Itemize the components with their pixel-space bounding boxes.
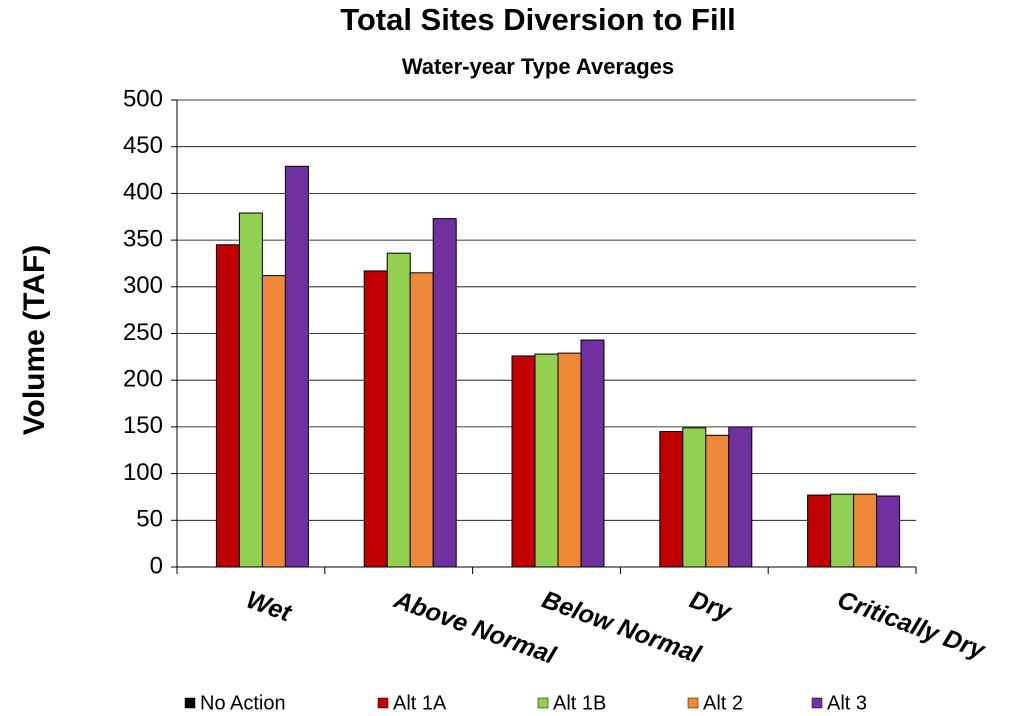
y-tick-label: 150 [123,412,163,439]
x-tick-label: Critically Dry [834,586,990,665]
bar [682,427,707,568]
bar [511,355,536,568]
bar [284,165,309,568]
legend-label: No Action [200,692,286,714]
y-tick-label: 250 [123,319,163,346]
y-axis-title: Volume (TAF) [18,245,51,436]
y-tick-label: 400 [123,179,163,206]
y-tick-label: 500 [123,85,163,112]
bar [386,252,411,568]
legend-swatch [537,697,549,709]
bar [261,275,286,568]
chart-subtitle: Water-year Type Averages [402,54,674,79]
y-tick-label: 200 [123,366,163,393]
bar [830,493,855,568]
legend-label: Alt 1A [393,692,447,714]
bar [580,339,605,568]
bar [432,218,457,568]
legend-label: Alt 1B [553,692,606,714]
bar [853,493,878,568]
bar [728,426,753,568]
bar [807,494,832,568]
legend-swatch [377,697,389,709]
legend-swatch [811,697,823,709]
bar [659,431,684,568]
bar [363,270,388,568]
y-tick-label: 450 [123,132,163,159]
x-tick-label: Above Normal [389,585,560,670]
legend-swatch [687,697,699,709]
y-tick-label: 0 [150,552,163,579]
bar [557,352,582,568]
bar [215,244,240,568]
y-tick-label: 350 [123,225,163,252]
legend-label: Alt 3 [827,692,867,714]
legend-label: Alt 2 [703,692,743,714]
x-tick-label: Wet [243,586,297,628]
bar [705,434,730,568]
y-tick-label: 100 [123,459,163,486]
bar [409,272,434,568]
bar [534,353,559,568]
bar [238,212,263,568]
y-tick-label: 50 [136,506,163,533]
chart-title: Total Sites Diversion to Fill [340,2,736,37]
x-tick-label: Dry [686,586,736,627]
bar [876,495,901,568]
y-tick-label: 300 [123,272,163,299]
legend-swatch [184,697,196,709]
x-tick-label: Below Normal [538,586,705,670]
